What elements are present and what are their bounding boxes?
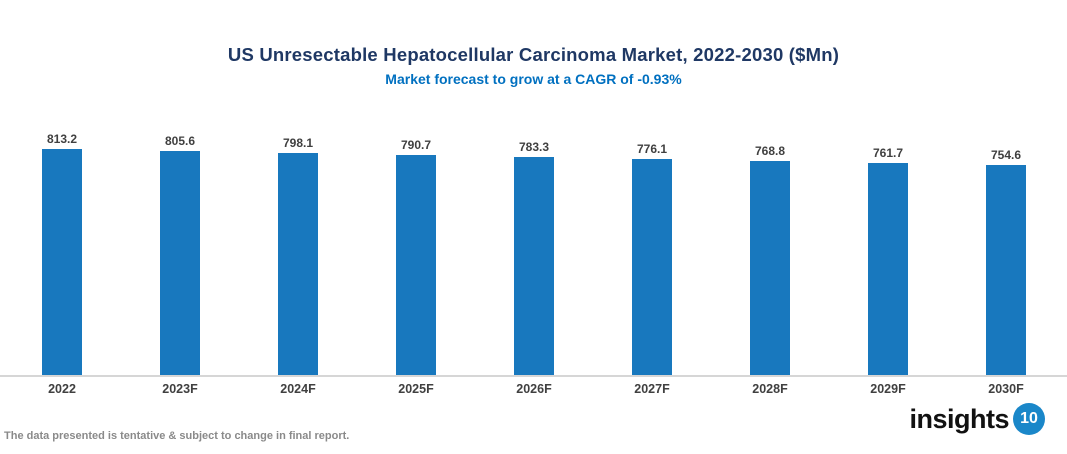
bar-value-label: 783.3 <box>518 140 550 155</box>
bar <box>278 153 318 375</box>
x-axis-line <box>0 375 1067 377</box>
x-axis-tick-label: 2027F <box>634 382 670 396</box>
bar-value-label: 768.8 <box>754 144 786 159</box>
x-axis-tick-label: 2029F <box>870 382 906 396</box>
x-axis-tick-label: 2024F <box>280 382 316 396</box>
x-axis-tick-label: 2022 <box>48 382 76 396</box>
bar-value-label: 798.1 <box>282 136 314 151</box>
logo-number-badge-icon: 10 <box>1013 403 1045 435</box>
bar-group: 768.8 <box>711 130 829 375</box>
x-axis-tick-label: 2030F <box>988 382 1024 396</box>
bar-value-label: 813.2 <box>46 132 78 146</box>
bar-group: 798.1 <box>239 130 357 375</box>
bar-group: 790.7 <box>357 130 475 375</box>
x-axis-tick-label: 2025F <box>398 382 434 396</box>
x-axis-tick-label: 2026F <box>516 382 552 396</box>
bar <box>514 157 554 375</box>
bar <box>160 151 200 375</box>
bar-value-label: 805.6 <box>164 134 196 149</box>
bar <box>750 161 790 375</box>
bar-value-label: 790.7 <box>400 138 432 153</box>
bar-group: 754.6 <box>947 130 1065 375</box>
insights10-logo: insights 10 <box>909 403 1045 435</box>
logo-wordmark: insights <box>909 403 1009 434</box>
x-axis-tick-label: 2028F <box>752 382 788 396</box>
bar-group: 783.3 <box>475 130 593 375</box>
bar-group: 776.1 <box>593 130 711 375</box>
bar-value-label: 761.7 <box>872 146 904 161</box>
disclaimer-note: The data presented is tentative & subjec… <box>4 430 350 442</box>
bar-value-label: 776.1 <box>636 142 668 157</box>
bar-group: 813.2 <box>3 130 121 375</box>
chart-subtitle: Market forecast to grow at a CAGR of -0.… <box>385 71 682 87</box>
chart-title: US Unresectable Hepatocellular Carcinoma… <box>227 44 840 65</box>
bar-group: 805.6 <box>121 130 239 375</box>
bar <box>396 155 436 375</box>
bar <box>986 165 1026 375</box>
x-axis-labels: 2022 2023F 2024F 2025F 2026F 2027F 2028F 2029F 2… <box>3 382 1065 396</box>
x-axis-tick-label: 2023F <box>162 382 198 396</box>
bar <box>632 159 672 375</box>
bar-chart-plot-area: 813.2 805.6 798.1 790.7 783.3 776.1 768.8 761.7… <box>3 130 1065 375</box>
bar-value-label: 754.6 <box>990 148 1022 163</box>
bars-row: 813.2 805.6 798.1 790.7 783.3 776.1 768.8 761.7… <box>3 130 1065 375</box>
bar <box>868 163 908 375</box>
bar <box>42 149 82 375</box>
bar-group: 761.7 <box>829 130 947 375</box>
